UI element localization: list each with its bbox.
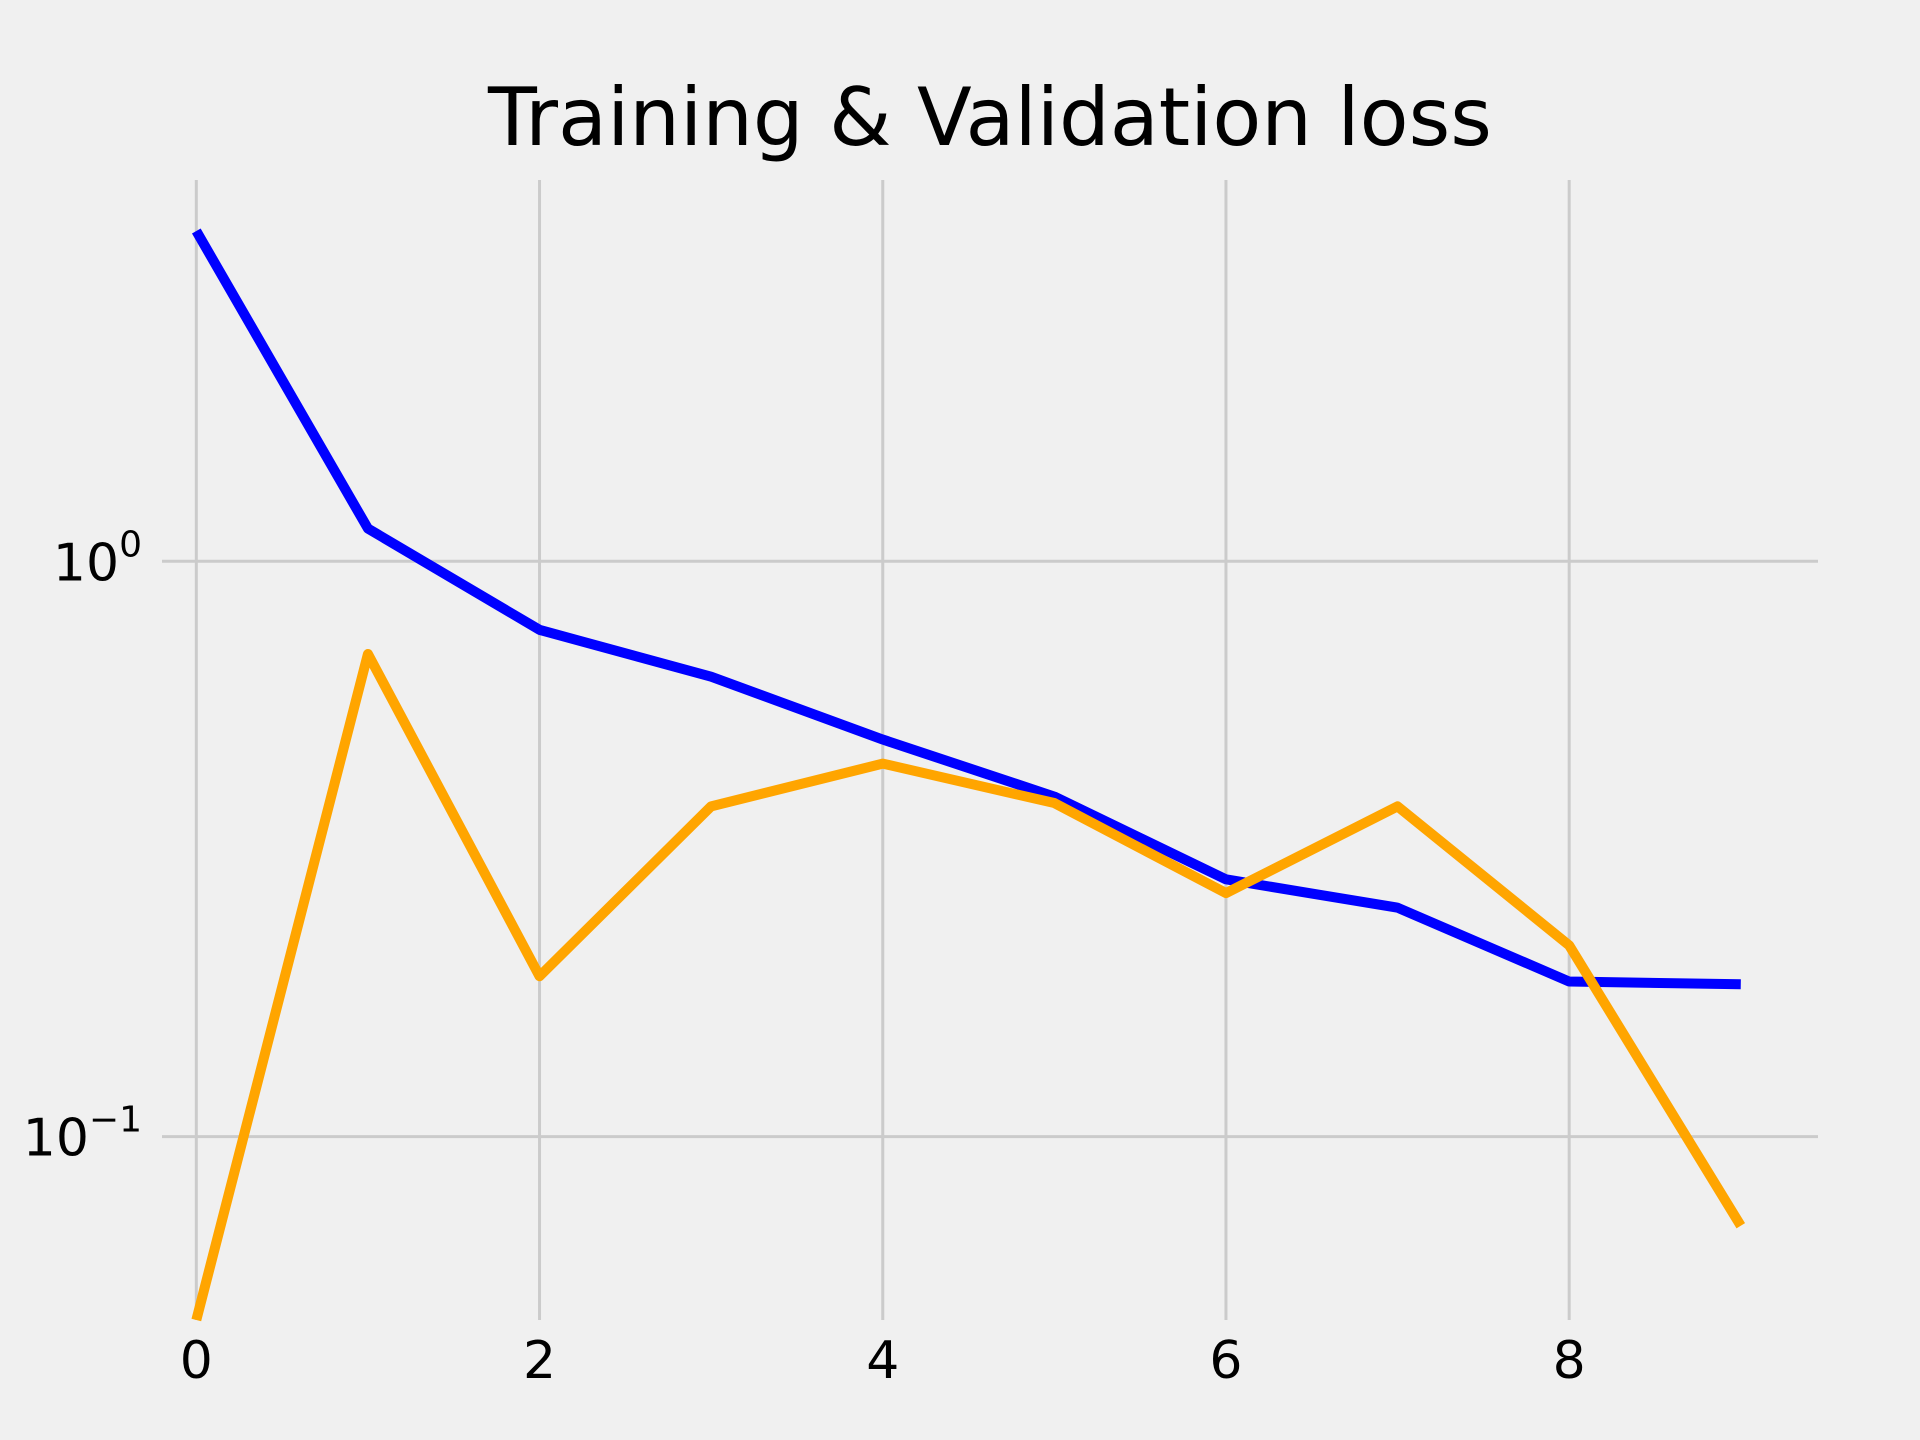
x-tick-label: 2: [523, 1331, 556, 1391]
x-tick-labels: 0 2 4 6 8: [180, 1331, 1586, 1391]
x-tick-label: 4: [866, 1331, 899, 1391]
chart-title: Training & Validation loss: [487, 71, 1492, 164]
y-tick-label: 10−1: [23, 1100, 142, 1169]
series-line-1: [191, 228, 1741, 990]
x-tick-label: 0: [180, 1331, 213, 1391]
y-tick-labels: 100 10−1: [23, 524, 142, 1168]
y-tick-label: 100: [53, 524, 142, 593]
series-line-2: [191, 649, 1746, 1322]
grid-lines: [162, 180, 1818, 1320]
series-lines: [191, 228, 1746, 1322]
x-tick-label: 8: [1553, 1331, 1586, 1391]
x-tick-label: 6: [1209, 1331, 1242, 1391]
